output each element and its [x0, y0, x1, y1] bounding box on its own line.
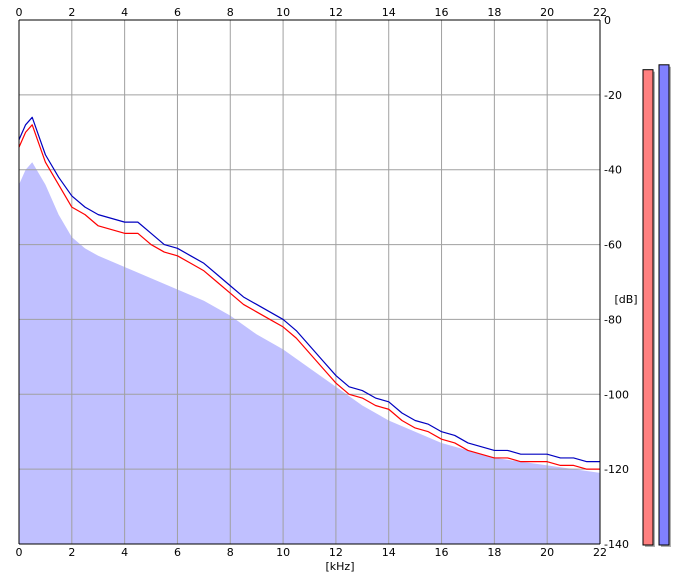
- x-tick-label-bottom: 10: [276, 546, 290, 559]
- x-tick-label-bottom: 14: [382, 546, 396, 559]
- x-tick-label-top: 4: [121, 6, 128, 19]
- x-tick-label-bottom: 20: [540, 546, 554, 559]
- y-axis-label: [dB]: [614, 293, 637, 306]
- x-tick-label-top: 10: [276, 6, 290, 19]
- y-tick-label: -80: [604, 313, 622, 326]
- level-meter-1: [658, 64, 670, 546]
- x-tick-label-bottom: 16: [435, 546, 449, 559]
- x-tick-label-bottom: 0: [16, 546, 23, 559]
- y-tick-label: 0: [604, 14, 611, 27]
- y-tick-label: -120: [604, 463, 629, 476]
- x-tick-label-bottom: 18: [487, 546, 501, 559]
- y-tick-label: -100: [604, 388, 629, 401]
- level-meter-0: [642, 69, 654, 546]
- y-tick-label: -140: [604, 538, 629, 551]
- x-tick-label-top: 18: [487, 6, 501, 19]
- x-tick-label-top: 22: [593, 6, 607, 19]
- x-axis-label: [kHz]: [326, 560, 355, 573]
- x-tick-label-top: 12: [329, 6, 343, 19]
- y-tick-label: -20: [604, 89, 622, 102]
- x-tick-label-top: 2: [68, 6, 75, 19]
- x-tick-label-bottom: 12: [329, 546, 343, 559]
- x-tick-label-bottom: 6: [174, 546, 181, 559]
- x-tick-label-bottom: 4: [121, 546, 128, 559]
- x-tick-label-top: 14: [382, 6, 396, 19]
- x-tick-label-top: 0: [16, 6, 23, 19]
- y-tick-label: -60: [604, 239, 622, 252]
- x-tick-label-bottom: 8: [227, 546, 234, 559]
- series-line-1: [18, 116, 600, 463]
- x-tick-label-bottom: 2: [68, 546, 75, 559]
- x-tick-label-top: 6: [174, 6, 181, 19]
- series-line-0: [18, 124, 600, 470]
- spectrum-fill-area: [19, 162, 600, 544]
- y-tick-label: -40: [604, 164, 622, 177]
- x-tick-label-bottom: 22: [593, 546, 607, 559]
- x-tick-label-top: 20: [540, 6, 554, 19]
- x-tick-label-top: 8: [227, 6, 234, 19]
- x-tick-label-top: 16: [435, 6, 449, 19]
